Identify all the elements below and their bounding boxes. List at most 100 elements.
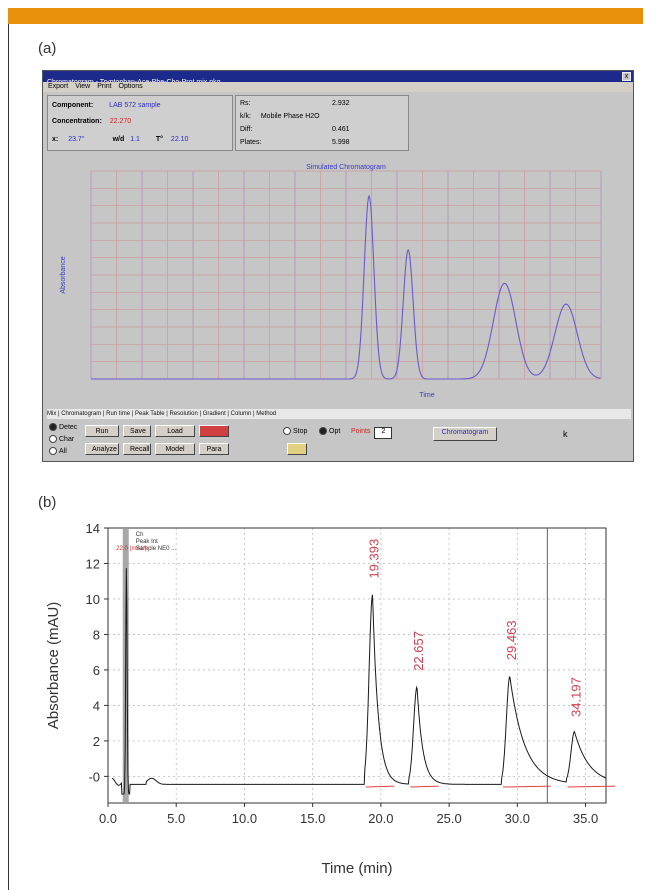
load-button[interactable]: Load <box>155 425 195 437</box>
y-axis-label: Absorbance (mAU) <box>45 602 62 730</box>
inset-red-text: 22.0 (mAU) <box>116 546 147 552</box>
result-row: Plates: 5.998 <box>240 139 350 146</box>
peak-label: 19.393 <box>367 539 382 579</box>
x-tick-label: 5.0 <box>167 811 185 826</box>
simulated-chromatogram-plot: Simulated Chromatogram Absorbance Time <box>60 164 602 399</box>
points-input[interactable]: 2 <box>374 427 393 439</box>
y-tick-label: 10 <box>86 592 100 607</box>
panel-a-label: (a) <box>38 40 57 57</box>
result-row: Diff: 0.461 <box>240 126 350 133</box>
para-button[interactable]: Para <box>199 443 229 455</box>
y-tick-label: 12 <box>86 556 100 571</box>
plot-y-label: Absorbance <box>60 256 67 293</box>
radio-char[interactable]: Char <box>49 435 74 443</box>
result-label: Rs: <box>240 100 251 107</box>
stop-option[interactable]: Stop <box>283 427 307 435</box>
y-tick-label: 6 <box>93 663 100 678</box>
inset-legend-entry: Sample NE0 ... <box>136 546 177 552</box>
y-tick-label: 14 <box>86 521 100 536</box>
radio-label: Char <box>59 435 75 443</box>
recall-button[interactable]: Recall <box>123 443 151 455</box>
sample-info-box: Component: LAB 572 sample Concentration:… <box>47 95 233 151</box>
chromatogram-status-box: Chromatogram <box>433 427 497 441</box>
result-label: Diff: <box>240 126 253 133</box>
result-value: Mobile Phase H2O <box>260 113 320 120</box>
concentration-label: Concentration: <box>52 118 102 125</box>
param-row: x: 23.7° w/d 1.1 T° 22.10 <box>52 136 188 143</box>
x-tick-label: 15.0 <box>300 811 325 826</box>
radio-all[interactable]: All <box>49 447 67 455</box>
stop-label: Stop <box>293 427 308 435</box>
result-row: k/k: Mobile Phase H2O <box>240 113 320 120</box>
inset-legend-entry: Ch <box>136 532 144 538</box>
x-tick-label: 0.0 <box>99 811 117 826</box>
results-info-box: Rs: 2.932 k/k: Mobile Phase H2O Diff: 0.… <box>235 95 409 151</box>
integration-baseline <box>502 785 551 788</box>
x-tick-label: 30.0 <box>505 811 530 826</box>
points-field[interactable]: Points 2 <box>351 427 393 439</box>
menu-bar: Export View Print Options <box>43 82 633 92</box>
x-tick-label: 35.0 <box>573 811 598 826</box>
menu-item-print[interactable]: Print <box>97 83 112 90</box>
cursor-icon: k <box>563 429 568 439</box>
record-indicator <box>199 425 229 437</box>
peak-label: 22.657 <box>411 631 426 671</box>
x-value: 23.7° <box>68 136 85 143</box>
menu-item-view[interactable]: View <box>75 83 91 90</box>
x-tick-label: 20.0 <box>368 811 393 826</box>
result-label: k/k: <box>240 113 251 120</box>
menu-item-export[interactable]: Export <box>48 83 69 90</box>
model-button[interactable]: Model <box>155 443 195 455</box>
result-row: Rs: 2.932 <box>240 100 350 107</box>
temp-value: 22.10 <box>170 136 189 143</box>
header-accent-bar <box>8 8 643 24</box>
window-title-bar: Chromatogram - Tryptophan-Ace-Phe-Cho-Pr… <box>43 71 633 86</box>
plot-x-label: Time <box>419 392 434 399</box>
y-tick-label: -0 <box>88 769 100 784</box>
simulated-trace <box>91 194 601 380</box>
save-button[interactable]: Save <box>123 425 151 437</box>
x-axis-label: Time (min) <box>321 860 392 877</box>
analyze-button[interactable]: Analyze <box>85 443 119 455</box>
x-label: x: <box>52 136 59 143</box>
inset-legend-entry: Peak Int <box>136 539 158 545</box>
component-label: Component: <box>52 102 94 109</box>
peak-label: 29.463 <box>504 620 519 660</box>
radio-dot-icon <box>49 423 57 431</box>
x-tick-label: 10.0 <box>232 811 257 826</box>
software-window: Chromatogram - Tryptophan-Ace-Phe-Cho-Pr… <box>42 70 634 462</box>
x-tick-label: 25.0 <box>436 811 461 826</box>
run-button[interactable]: Run <box>85 425 119 437</box>
measured-chromatogram: 0.0 5.0 10.0 15.0 20.0 25.0 30.0 35.0 -0 2 4 6 8 10 12… <box>45 521 616 877</box>
result-label: Plates: <box>240 139 262 146</box>
plot-frame <box>107 527 607 804</box>
left-border-rule <box>8 24 9 890</box>
points-label: Points <box>351 428 371 435</box>
radio-label: All <box>59 447 67 455</box>
wd-value: 1.1 <box>130 136 140 143</box>
radio-label: Detec <box>59 423 78 431</box>
temp-label: T° <box>155 136 163 143</box>
result-value: 2.932 <box>332 100 350 107</box>
peak-label: 34.197 <box>568 677 583 717</box>
plot-title: Simulated Chromatogram <box>306 164 386 171</box>
result-value: 5.998 <box>332 139 350 146</box>
simulated-chromatogram: Simulated Chromatogram Absorbance Time <box>49 161 629 399</box>
concentration-value: 22.270 <box>109 118 132 125</box>
y-tick-label: 4 <box>93 698 100 713</box>
tab-strip[interactable]: Mix | Chromatogram | Run time | Peak Tab… <box>47 409 631 419</box>
integration-baseline <box>567 785 616 788</box>
wd-label: w/d <box>112 136 125 143</box>
radio-detec[interactable]: Detec <box>49 423 77 431</box>
menu-item-options[interactable]: Options <box>118 83 143 90</box>
result-value: 0.461 <box>332 126 350 133</box>
radio-dot-icon <box>49 435 57 443</box>
opt-label: Opt <box>329 427 341 435</box>
concentration-row: Concentration: 22.270 <box>52 118 131 125</box>
opt-option[interactable]: Opt <box>319 427 340 435</box>
close-icon[interactable]: x <box>622 72 631 81</box>
radio-dot-icon <box>283 427 291 435</box>
component-value: LAB 572 sample <box>109 102 161 109</box>
status-light <box>287 443 307 455</box>
radio-dot-icon <box>319 427 327 435</box>
